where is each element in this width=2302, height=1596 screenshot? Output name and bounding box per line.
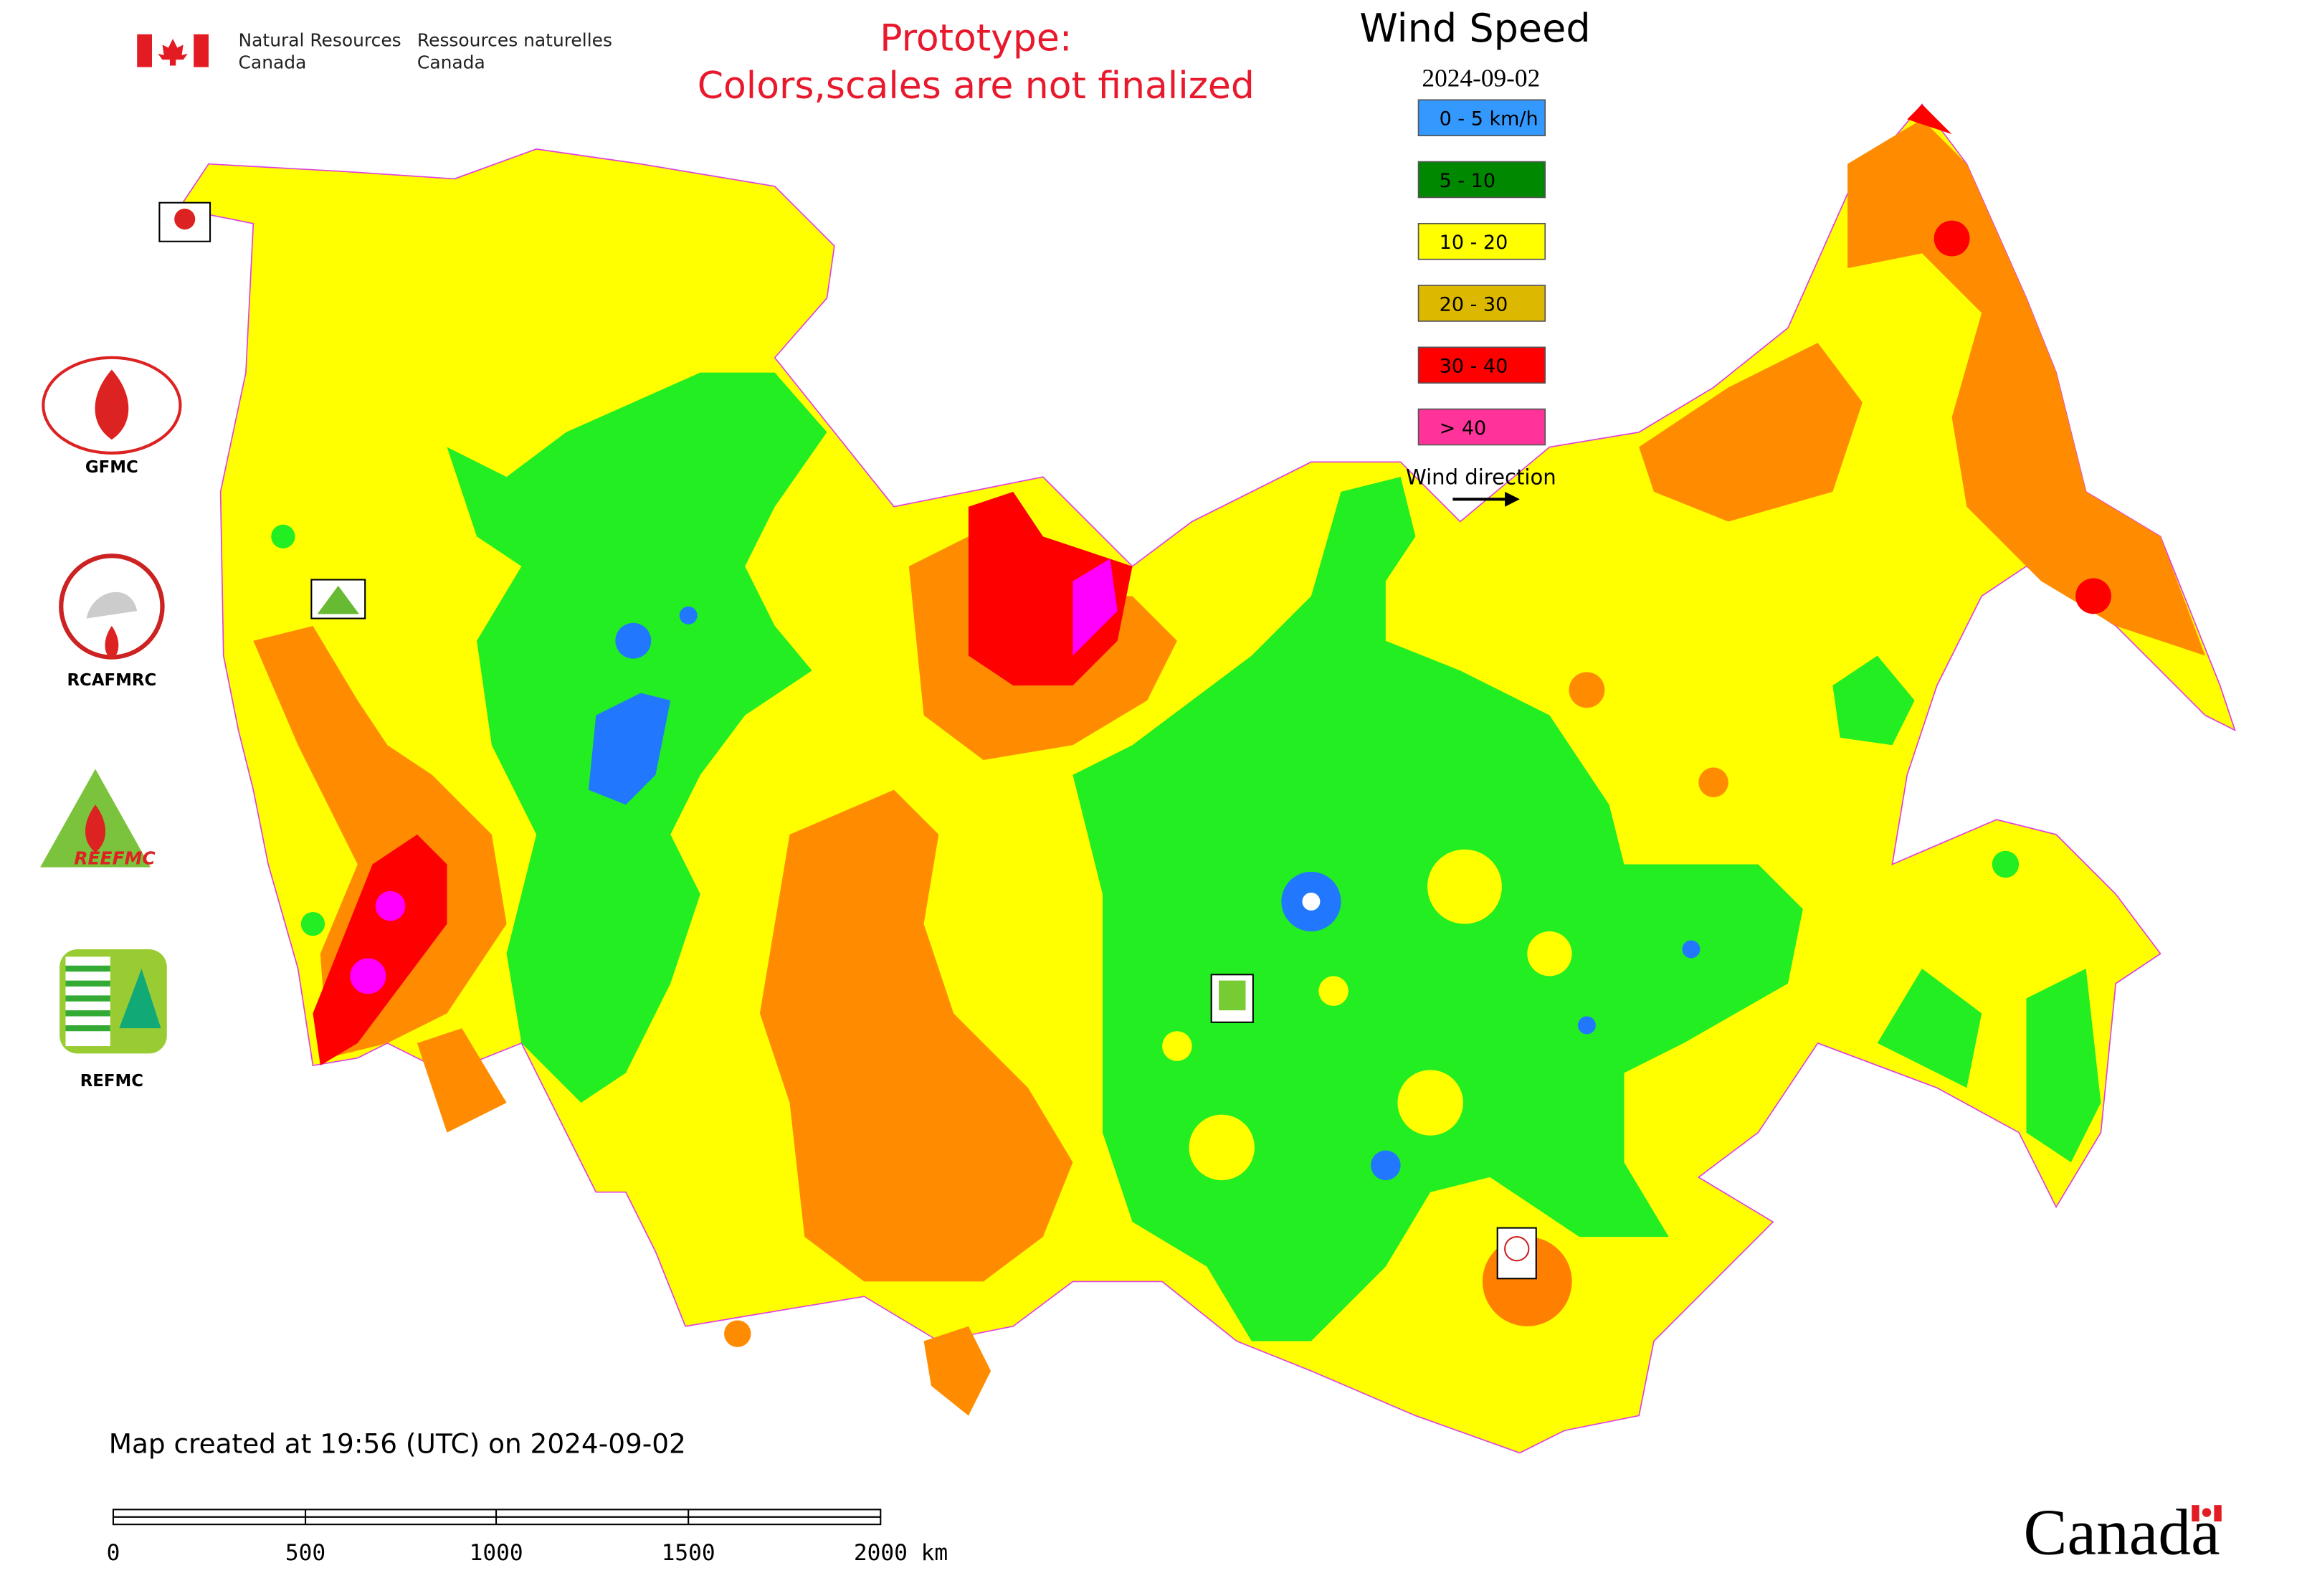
scale-label: 1500: [662, 1540, 715, 1566]
region-blue: [588, 693, 671, 805]
region-magenta: [1072, 559, 1118, 656]
legend-label: 30 - 40: [1440, 356, 1508, 378]
region-green: [1877, 968, 1982, 1088]
calm-center: [1302, 892, 1321, 911]
region-red: [2075, 578, 2111, 614]
logo-label: REFMC: [80, 1072, 143, 1091]
scale-label: 500: [285, 1540, 325, 1566]
reefmc-logo: REEFMC: [40, 769, 156, 868]
region-yellow: [1162, 1031, 1192, 1061]
nrcan-flag: [137, 34, 209, 67]
region-orange: [417, 1028, 507, 1133]
legend-label: 20 - 30: [1440, 293, 1508, 315]
direction-arrow: [1452, 491, 1520, 507]
scale-label: 2000 km: [854, 1540, 948, 1566]
region-red: [1907, 104, 1952, 135]
legend-swatch: [1417, 222, 1546, 260]
legend-direction: Wind direction: [1406, 465, 1556, 490]
legend: Wind Speed 2024-09-02 Wind direction 0 -…: [1359, 6, 1591, 507]
scale-labels: 0 500 1000 1500 2000 km: [107, 1540, 948, 1566]
region-yellow: [1427, 849, 1502, 924]
scale-bar: [112, 1509, 882, 1526]
region-green: [2026, 968, 2101, 1163]
agency-en: Canada: [239, 52, 307, 73]
legend-label: > 40: [1440, 417, 1487, 440]
legend-swatch: [1417, 285, 1546, 322]
canada-wordmark: Canada: [2024, 1496, 2220, 1569]
map: [178, 103, 2236, 1454]
map-icons: [158, 201, 1537, 1280]
region-green: [1832, 655, 1915, 746]
region-blue: [1682, 940, 1701, 959]
region-orange: [1639, 343, 1863, 522]
region-green: [271, 524, 295, 548]
gfmc-logo: [42, 356, 182, 455]
region-orange: [1847, 119, 2205, 656]
region-magenta: [350, 958, 386, 994]
region-blue: [679, 606, 698, 624]
scale-label: 0: [107, 1540, 120, 1566]
region-orange: [923, 1326, 991, 1416]
logo-label: RCAFMRC: [67, 671, 156, 690]
region-blue: [1371, 1150, 1401, 1181]
legend-label: 0 - 5 km/h: [1440, 108, 1538, 130]
notice: Colors,scales are not finalized: [698, 65, 1255, 108]
refmc-logo: [60, 949, 167, 1054]
region-yellow: [1189, 1114, 1255, 1181]
region-red: [313, 834, 447, 1066]
region-orange: [253, 625, 507, 1058]
region-yellow: [1318, 976, 1349, 1006]
region-magenta: [375, 890, 406, 921]
region-yellow: [1527, 931, 1572, 977]
legend-swatch: [1417, 408, 1546, 446]
creation-note: Map created at 19:56 (UTC) on 2024-09-02: [109, 1428, 686, 1459]
agency-en: Natural Resources: [239, 29, 401, 50]
legend-swatch: [1417, 99, 1546, 137]
region-blue: [615, 622, 652, 659]
region-green: [300, 911, 325, 936]
region-orange: [1569, 672, 1605, 708]
svg-text:REEFMC: REEFMC: [74, 847, 156, 868]
legend-swatch: [1417, 161, 1546, 199]
region-orange: [724, 1320, 751, 1347]
logo-label: GFMC: [85, 458, 138, 477]
region-red: [1934, 220, 1970, 257]
region-orange: [1698, 767, 1728, 797]
region-yellow: [1397, 1070, 1463, 1136]
region-orange: [759, 789, 1073, 1282]
agency-fr: Ressources naturelles: [417, 29, 612, 50]
legend-label: 5 - 10: [1440, 170, 1495, 192]
region-blue: [1577, 1016, 1596, 1035]
legend-title: Wind Speed: [1359, 6, 1590, 51]
wordmark-flag: [2192, 1505, 2222, 1522]
agency-fr: Canada: [417, 52, 485, 73]
legend-label: 10 - 20: [1440, 232, 1508, 254]
notice: Prototype:: [880, 17, 1072, 60]
region-green: [1992, 850, 2020, 878]
rcafmrc-logo: [59, 554, 165, 660]
legend-date: 2024-09-02: [1422, 65, 1540, 92]
legend-swatch: [1417, 346, 1546, 384]
scale-label: 1000: [470, 1540, 523, 1566]
